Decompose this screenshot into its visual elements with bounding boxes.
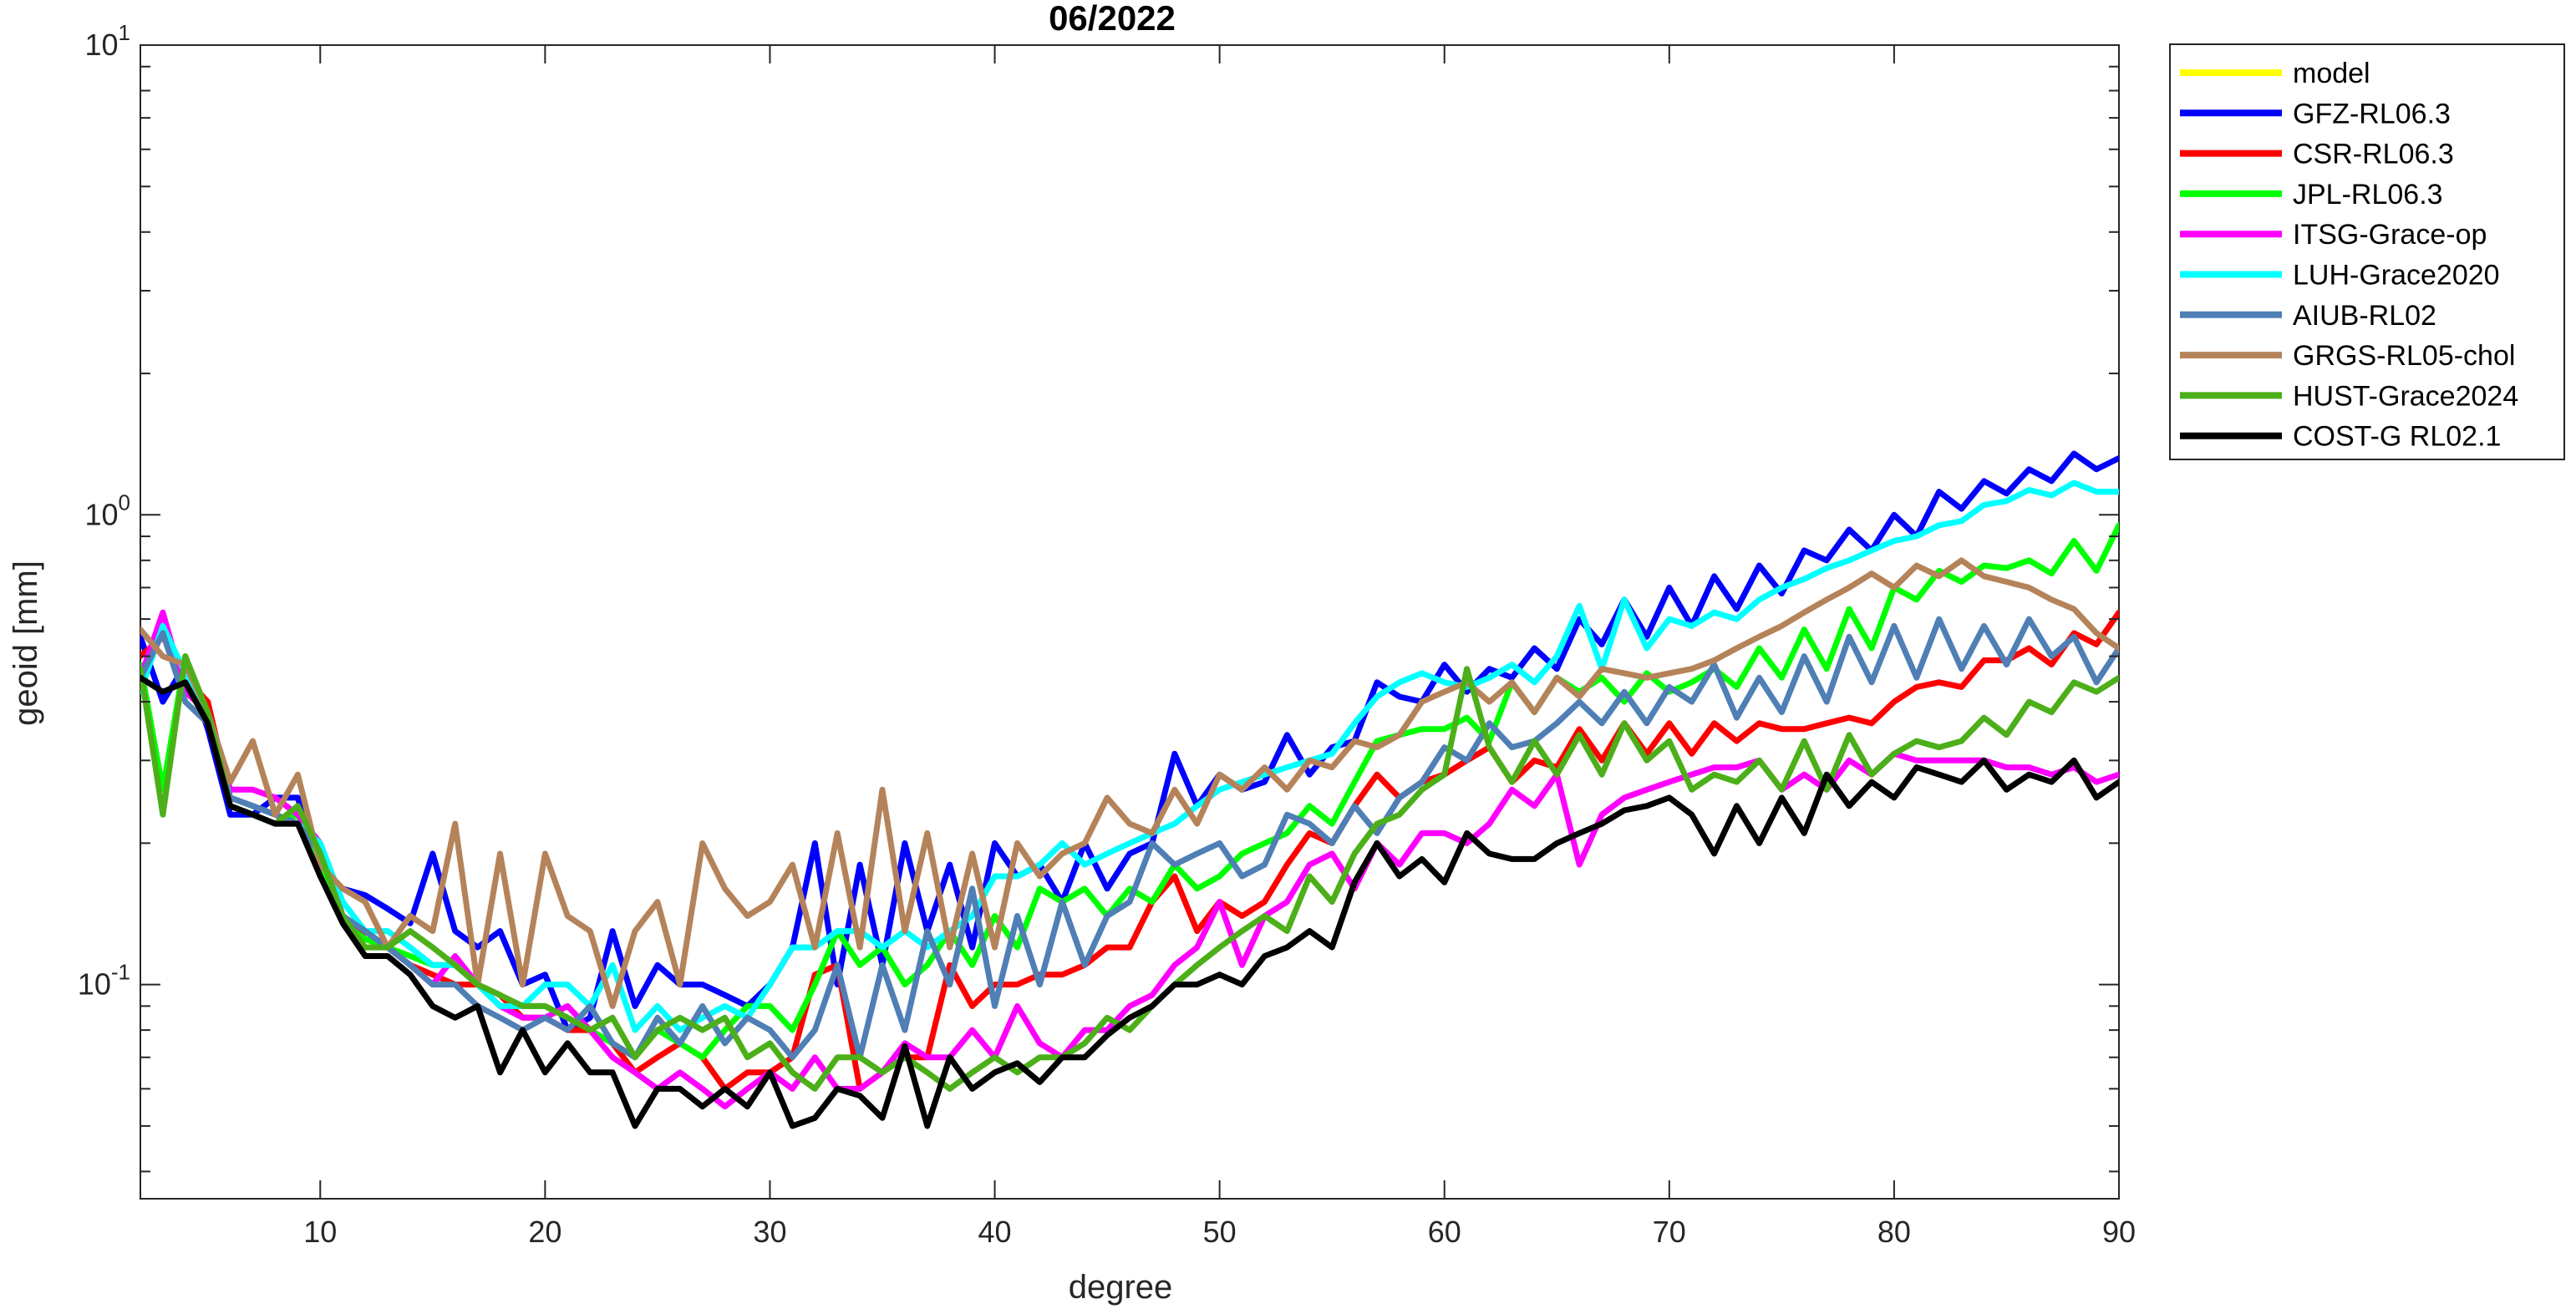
legend-entry: JPL-RL06.3 <box>2293 179 2443 211</box>
legend-entry: CSR-RL06.3 <box>2293 139 2454 170</box>
plot-area: 10 20 30 40 50 60 70 80 90 10-1 100 101 <box>78 20 2136 1249</box>
x-tick-label: 30 <box>753 1215 786 1249</box>
x-tick-label: 10 <box>303 1215 337 1249</box>
x-tick-label: 40 <box>978 1215 1012 1249</box>
axes-box <box>140 44 2120 1200</box>
y-axis-label: geoid [mm] <box>8 561 44 726</box>
legend-entry: COST-G RL02.1 <box>2293 421 2501 453</box>
legend: model GFZ-RL06.3 CSR-RL06.3 JPL-RL06.3 ITSG-… <box>2169 43 2565 460</box>
y-tick-label: 101 <box>84 20 130 62</box>
x-tick-label: 80 <box>1877 1215 1911 1249</box>
y-tick-label: 100 <box>84 490 130 531</box>
x-axis-label: degree <box>1069 1269 1173 1306</box>
y-tick-label: 10-1 <box>78 960 130 1002</box>
series-line-10 <box>140 674 2119 1129</box>
axes-ticks: 10 20 30 40 50 60 70 80 90 10-1 100 101 <box>78 20 2136 1249</box>
legend-entry: LUH-Grace2020 <box>2293 260 2500 292</box>
x-tick-label: 90 <box>2102 1215 2136 1249</box>
legend-entry: HUST-Grace2024 <box>2293 380 2518 412</box>
legend-entry: GFZ-RL06.3 <box>2293 98 2451 129</box>
series-group <box>140 450 2119 1129</box>
legend-entry: model <box>2293 58 2370 89</box>
x-tick-label: 50 <box>1203 1215 1237 1249</box>
legend-entry: ITSG-Grace-op <box>2293 219 2487 251</box>
legend-entry: GRGS-RL05-chol <box>2293 340 2515 372</box>
x-tick-label: 20 <box>528 1215 561 1249</box>
x-tick-label: 60 <box>1428 1215 1461 1249</box>
legend-entry: AIUB-RL02 <box>2293 300 2436 332</box>
x-tick-label: 70 <box>1653 1215 1686 1249</box>
chart-title: 06/2022 <box>1049 0 1176 38</box>
